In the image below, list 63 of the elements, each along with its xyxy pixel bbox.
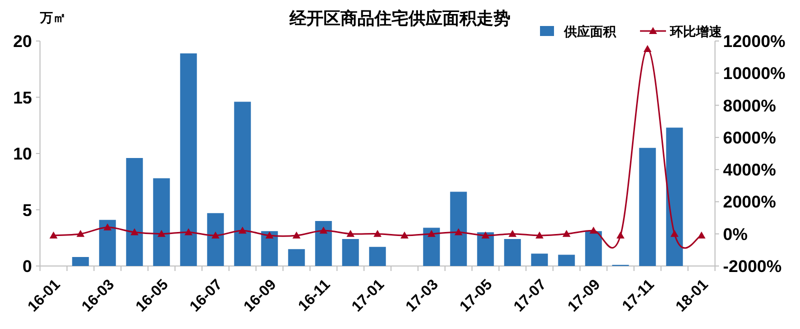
point bbox=[76, 230, 84, 237]
bar bbox=[531, 254, 548, 266]
point bbox=[590, 226, 598, 234]
point bbox=[184, 228, 192, 236]
y2-tick-label: 2000% bbox=[723, 192, 776, 212]
y2-tick-label: 0% bbox=[723, 224, 748, 244]
y-tick-label: 20 bbox=[13, 32, 32, 51]
y2-tick-label: -2000% bbox=[723, 257, 782, 276]
y-tick-label: 5 bbox=[22, 200, 32, 220]
bar bbox=[585, 231, 602, 266]
y2-tick-label: 4000% bbox=[723, 160, 776, 180]
bar bbox=[558, 254, 575, 266]
bar bbox=[126, 158, 143, 266]
point bbox=[536, 231, 544, 238]
legend-label: 环比增速 bbox=[669, 24, 723, 39]
bar bbox=[477, 232, 494, 266]
point bbox=[508, 230, 516, 237]
point bbox=[562, 230, 570, 237]
y-axis-title: 万㎡ bbox=[39, 10, 66, 25]
bar bbox=[450, 192, 467, 266]
point bbox=[212, 231, 220, 238]
point bbox=[400, 231, 408, 238]
point bbox=[104, 223, 112, 230]
point bbox=[454, 228, 462, 236]
bar bbox=[369, 246, 386, 266]
point bbox=[698, 231, 706, 238]
y2-tick-label: 10000% bbox=[723, 64, 786, 84]
bar bbox=[99, 220, 116, 266]
point bbox=[266, 231, 274, 238]
point bbox=[292, 231, 300, 238]
point bbox=[130, 228, 138, 236]
point bbox=[50, 231, 58, 238]
bar bbox=[639, 148, 656, 266]
bar bbox=[234, 102, 251, 266]
bar bbox=[207, 213, 224, 266]
y2-tick-label: 12000% bbox=[723, 32, 786, 51]
y-tick-label: 15 bbox=[13, 88, 32, 108]
y-tick-label: 10 bbox=[13, 144, 32, 164]
bar bbox=[423, 228, 440, 266]
point bbox=[320, 226, 328, 234]
y-tick-label: 0 bbox=[22, 257, 32, 276]
point bbox=[428, 230, 436, 237]
point bbox=[346, 230, 354, 237]
bar bbox=[288, 249, 305, 266]
point bbox=[482, 231, 490, 238]
point bbox=[158, 230, 166, 237]
chart-title: 经开区商品住宅供应面积走势 bbox=[288, 9, 510, 28]
point bbox=[644, 45, 652, 52]
y2-tick-label: 6000% bbox=[723, 128, 776, 148]
legend-label: 供应面积 bbox=[563, 24, 617, 39]
bar bbox=[504, 239, 521, 266]
point bbox=[238, 226, 246, 234]
bar bbox=[666, 128, 683, 266]
bar bbox=[72, 257, 89, 266]
bar bbox=[342, 239, 359, 266]
bar bbox=[315, 221, 332, 266]
point bbox=[374, 230, 382, 237]
bar bbox=[261, 231, 278, 266]
bar bbox=[180, 53, 197, 266]
point bbox=[670, 230, 678, 237]
point bbox=[616, 231, 624, 238]
bar bbox=[153, 178, 170, 266]
y2-tick-label: 8000% bbox=[723, 96, 776, 116]
